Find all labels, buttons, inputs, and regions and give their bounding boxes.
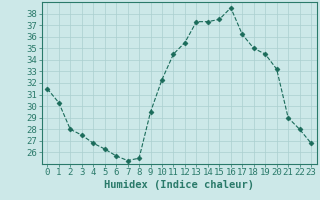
X-axis label: Humidex (Indice chaleur): Humidex (Indice chaleur) bbox=[104, 180, 254, 190]
